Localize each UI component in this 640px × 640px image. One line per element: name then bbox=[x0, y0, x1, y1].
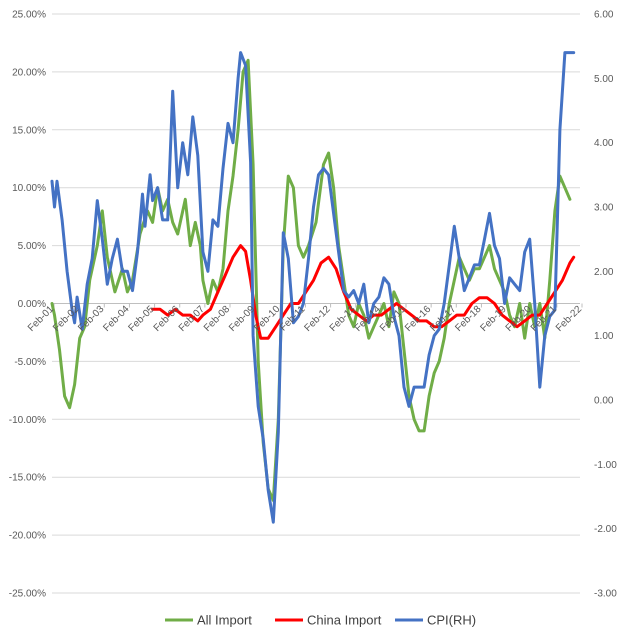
right-tick-label: 2.00 bbox=[594, 267, 614, 278]
left-tick-label: 0.00% bbox=[18, 299, 46, 310]
right-tick-label: -3.00 bbox=[594, 589, 617, 600]
right-tick-label: 0.00 bbox=[594, 396, 614, 407]
right-tick-label: 3.00 bbox=[594, 203, 614, 214]
x-tick-label: Feb-07 bbox=[177, 304, 207, 334]
series-layer bbox=[50, 51, 576, 524]
x-axis-tick-labels: Feb-01Feb-02Feb-03Feb-04Feb-05Feb-06Feb-… bbox=[26, 304, 584, 334]
legend-label: China Import bbox=[307, 613, 382, 628]
x-tick-label: Feb-12 bbox=[303, 304, 333, 334]
legend-label: CPI(RH) bbox=[427, 613, 476, 628]
left-tick-label: 10.00% bbox=[12, 183, 46, 194]
gridlines bbox=[52, 13, 583, 594]
x-tick-label: Feb-08 bbox=[202, 304, 232, 334]
left-tick-label: 15.00% bbox=[12, 125, 46, 136]
right-tick-label: -1.00 bbox=[594, 460, 617, 471]
series-line-china-import bbox=[151, 244, 576, 340]
left-tick-label: -10.00% bbox=[9, 415, 46, 426]
left-tick-label: -5.00% bbox=[14, 357, 46, 368]
x-tick-label: Feb-05 bbox=[127, 304, 157, 334]
right-tick-label: 4.00 bbox=[594, 138, 614, 149]
x-tick-label: Feb-22 bbox=[554, 304, 584, 334]
right-tick-label: 5.00 bbox=[594, 74, 614, 85]
left-tick-label: -25.00% bbox=[9, 589, 46, 600]
left-tick-label: -20.00% bbox=[9, 531, 46, 542]
left-tick-label: 20.00% bbox=[12, 67, 46, 78]
x-tick-label: Feb-13 bbox=[328, 304, 358, 334]
right-tick-label: -2.00 bbox=[594, 524, 617, 535]
x-tick-label: Feb-04 bbox=[101, 304, 131, 334]
right-tick-label: 1.00 bbox=[594, 331, 614, 342]
legend-label: All Import bbox=[197, 613, 252, 628]
right-axis-tick-labels: 6.00 5.00 4.00 3.00 2.00 1.00 0.00 -1.00 -2.00 -3… bbox=[594, 10, 617, 600]
legend: All Import China Import CPI(RH) bbox=[165, 613, 476, 628]
right-tick-label: 6.00 bbox=[594, 10, 614, 21]
left-tick-label: 25.00% bbox=[12, 10, 46, 21]
left-tick-label: -15.00% bbox=[9, 473, 46, 484]
left-tick-label: 5.00% bbox=[18, 241, 46, 252]
x-tick-label: Feb-16 bbox=[403, 304, 433, 334]
left-axis-tick-labels: 25.00% 20.00% 15.00% 10.00% 5.00% 0.00% -5.00%… bbox=[9, 10, 46, 600]
series-line-cpi-rh bbox=[50, 51, 576, 524]
